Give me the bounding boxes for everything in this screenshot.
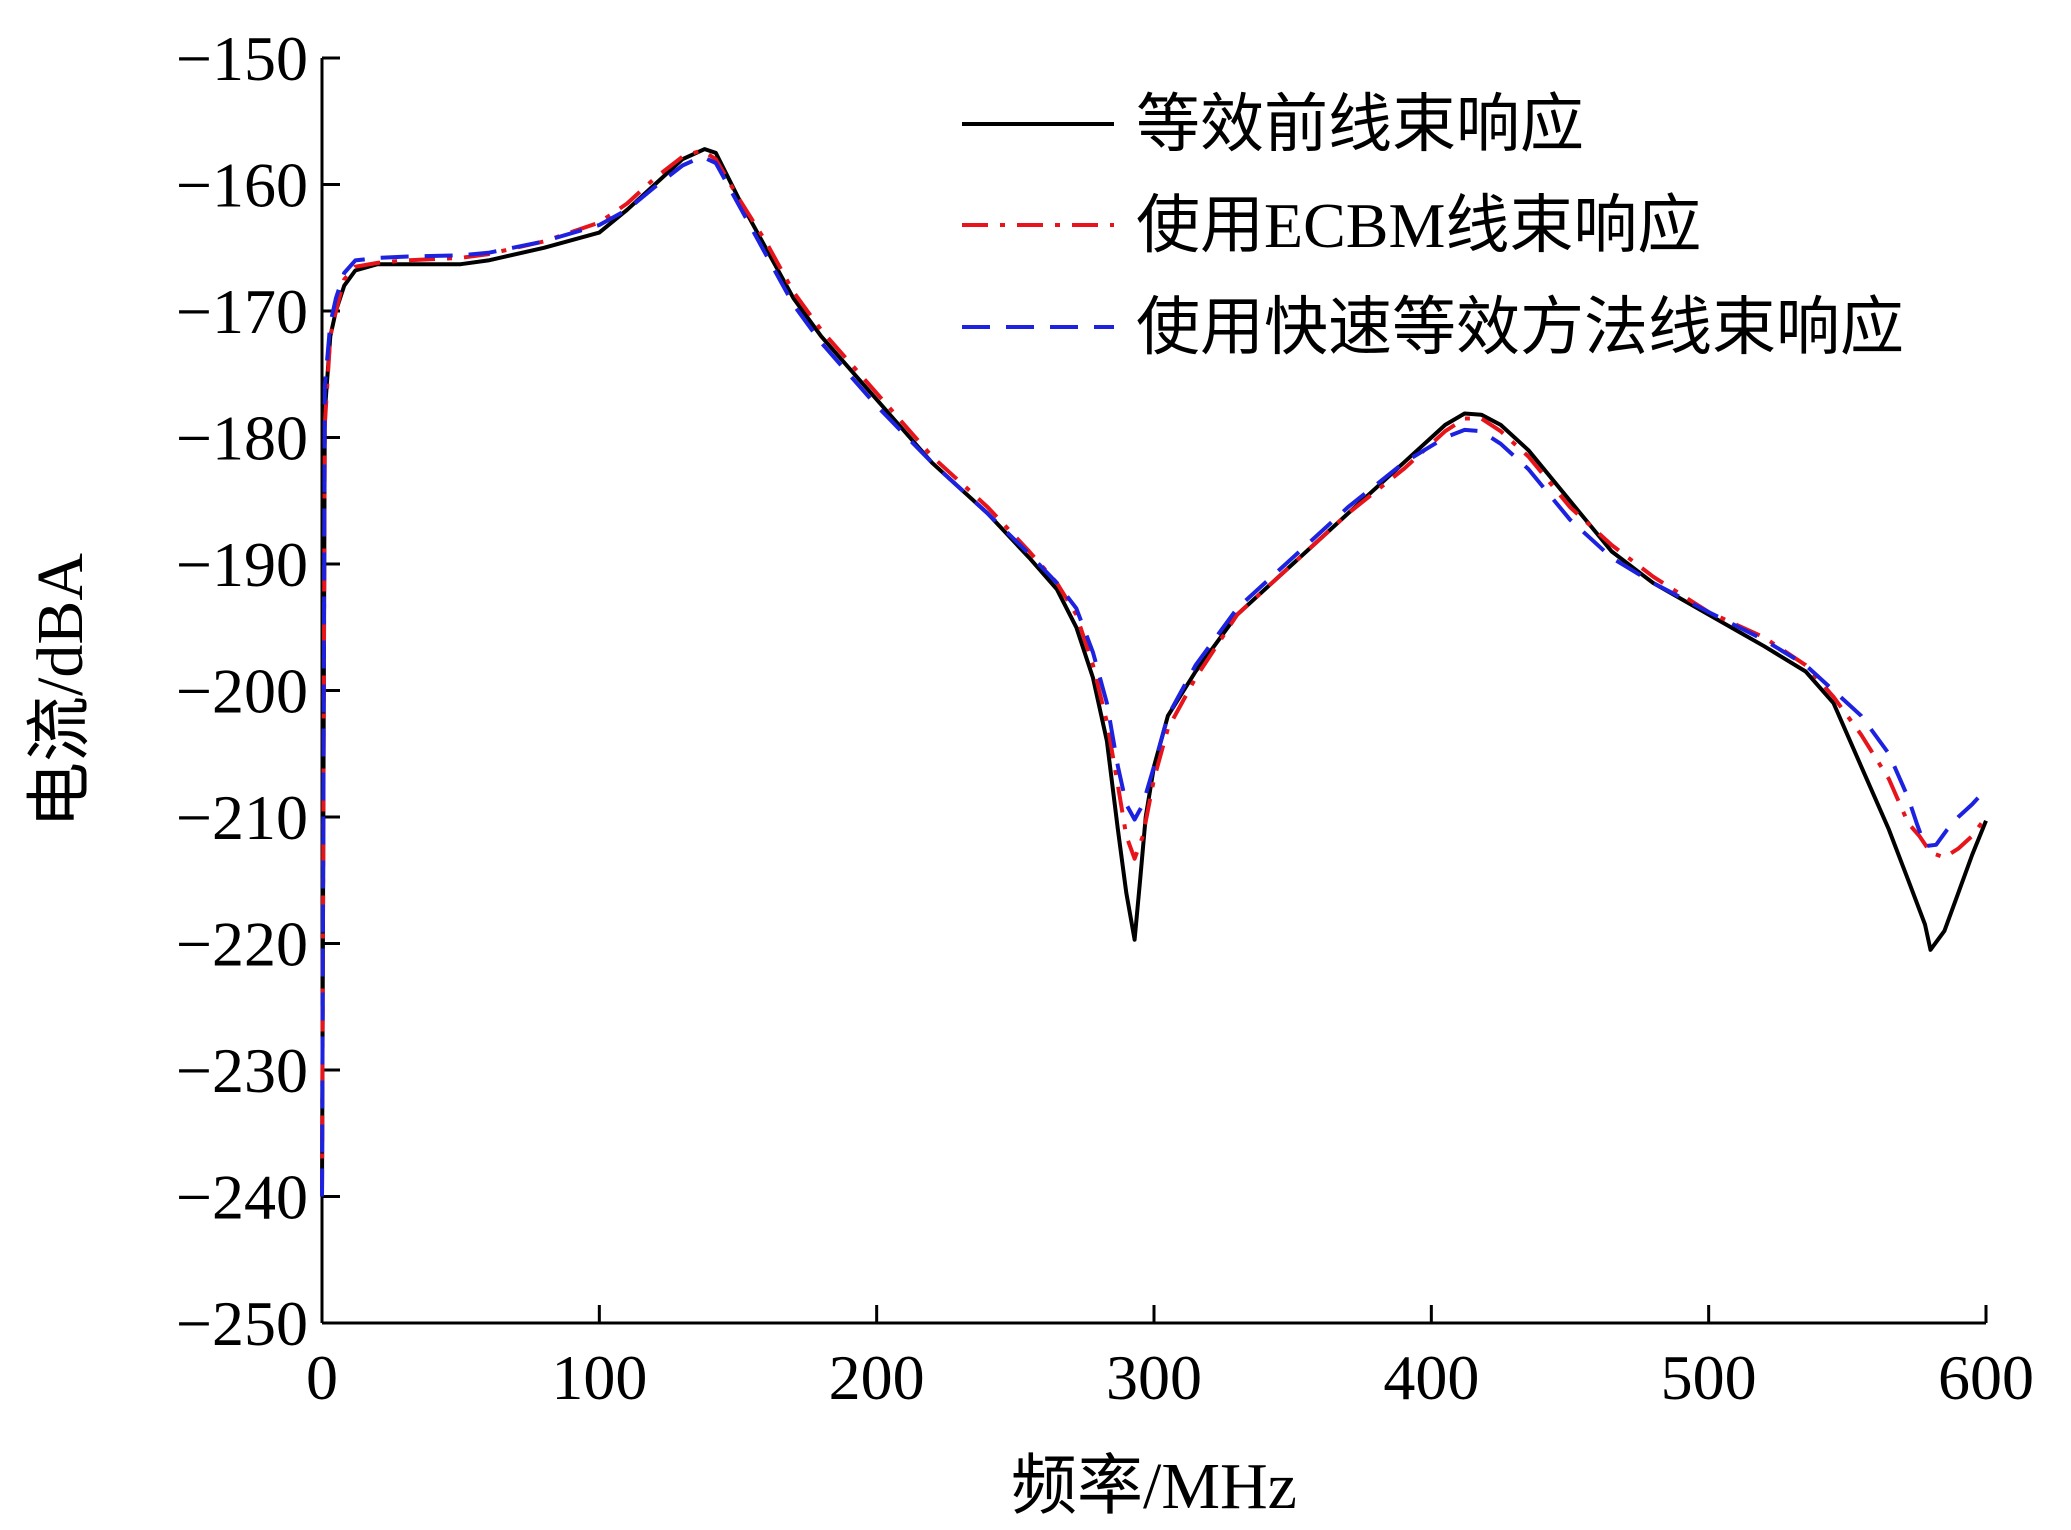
y-tick-label: −200 bbox=[176, 656, 308, 727]
y-tick-label: −250 bbox=[176, 1288, 308, 1359]
series-line-2 bbox=[320, 148, 1988, 1197]
y-tick-label: −160 bbox=[176, 150, 308, 221]
axes: −150 −160 −170 −180 −190 −200 −210 −220 −230 −240… bbox=[176, 23, 2034, 1413]
y-tick-label: −150 bbox=[176, 23, 308, 94]
y-tick-label: −190 bbox=[176, 529, 308, 600]
x-tick-label: 600 bbox=[1938, 1342, 2034, 1413]
x-tick-label: 0 bbox=[306, 1342, 338, 1413]
x-tick-label: 400 bbox=[1383, 1342, 1479, 1413]
series-line-1 bbox=[320, 147, 1988, 1197]
x-axis-title: 频率/MHz bbox=[1011, 1450, 1297, 1523]
x-tick-label: 300 bbox=[1106, 1342, 1202, 1413]
x-tick-label: 500 bbox=[1661, 1342, 1757, 1413]
series-line-3 bbox=[320, 154, 1988, 1197]
y-tick-label: −220 bbox=[176, 909, 308, 980]
y-axis-title: 电流/dBA bbox=[24, 553, 97, 828]
legend-label-3: 使用快速等效方法线束响应 bbox=[1136, 292, 1904, 363]
y-tick-label: −170 bbox=[176, 276, 308, 347]
legend-label-2: 使用ECBM线束响应 bbox=[1136, 190, 1701, 261]
legend-label-1: 等效前线束响应 bbox=[1136, 89, 1584, 160]
y-tick-label: −230 bbox=[176, 1035, 308, 1106]
y-tick-label: −210 bbox=[176, 782, 308, 853]
series-group bbox=[320, 147, 1988, 1197]
x-tick-label: 200 bbox=[829, 1342, 925, 1413]
x-tick-label: 100 bbox=[551, 1342, 647, 1413]
y-tick-label: −180 bbox=[176, 403, 308, 474]
y-tick-label: −240 bbox=[176, 1162, 308, 1233]
